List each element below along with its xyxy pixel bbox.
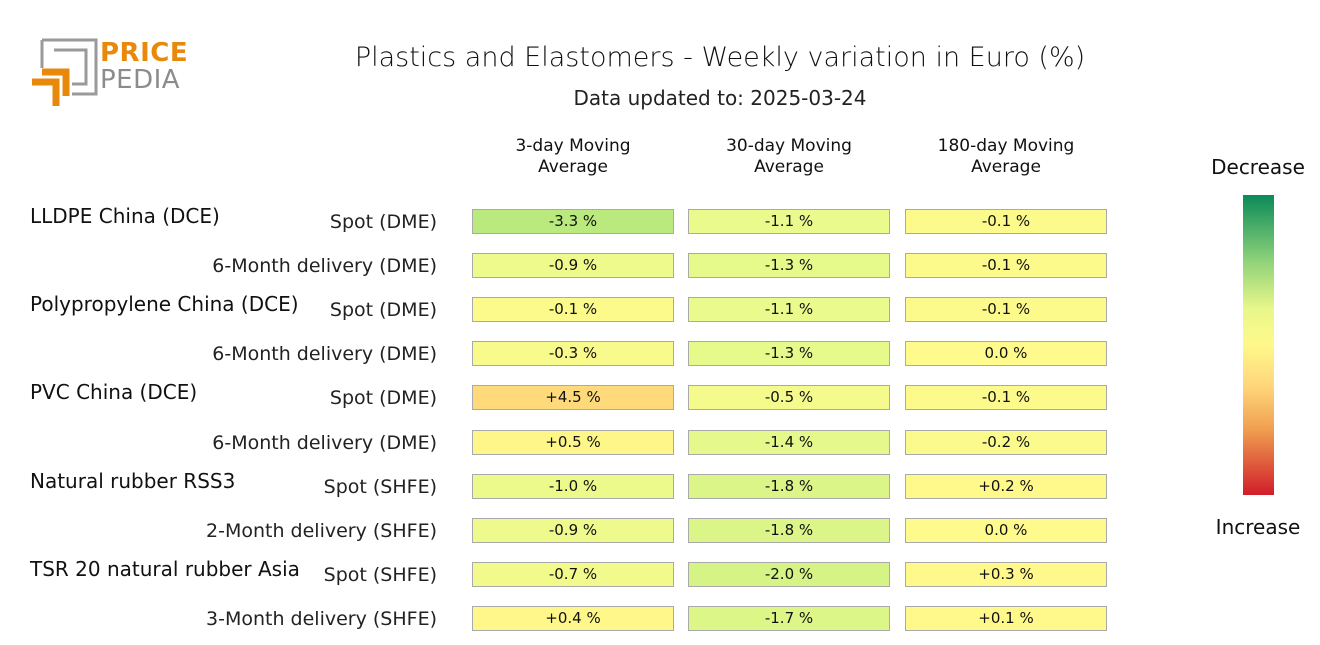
group-label: Natural rubber RSS3: [30, 468, 236, 493]
row-label: Spot (DME): [329, 387, 437, 410]
column-header: 180-day Moving Average: [937, 136, 1075, 177]
heatmap-cell: +0.4 %: [472, 605, 674, 631]
heatmap-cell: -1.3 %: [688, 341, 890, 367]
heatmap-cell: -0.1 %: [905, 253, 1107, 279]
logo-text-pedia: PEDIA: [100, 65, 181, 95]
chart-subtitle: Data updated to: 2025-03-24: [573, 86, 867, 110]
row-label: Spot (DME): [329, 299, 437, 322]
heatmap-cell: 0.0 %: [905, 517, 1107, 543]
row-label: 6-Month delivery (DME): [212, 255, 437, 278]
heatmap-cell: -2.0 %: [688, 561, 890, 587]
heatmap-cell: -0.7 %: [472, 561, 674, 587]
row-label: 6-Month delivery (DME): [212, 343, 437, 366]
legend-label-decrease: Decrease: [1211, 155, 1305, 179]
legend-label-increase: Increase: [1215, 515, 1301, 539]
row-label: Spot (SHFE): [323, 475, 437, 498]
row-label: Spot (SHFE): [323, 563, 437, 586]
chart-title: Plastics and Elastomers - Weekly variati…: [354, 42, 1086, 73]
logo-text-price: PRICE: [100, 38, 189, 68]
heatmap-cell: -0.3 %: [472, 341, 674, 367]
row-label: 6-Month delivery (DME): [212, 431, 437, 454]
heatmap-cell: -0.1 %: [905, 385, 1107, 411]
heatmap-cell: +0.2 %: [905, 473, 1107, 499]
heatmap-cell: -0.9 %: [472, 253, 674, 279]
column-header: 3-day Moving Average: [515, 136, 631, 177]
heatmap-cell: -1.1 %: [688, 209, 890, 234]
heatmap-cell: -0.1 %: [472, 297, 674, 323]
heatmap-cell: -0.1 %: [905, 297, 1107, 323]
heatmap-cell: 0.0 %: [905, 341, 1107, 367]
group-label: PVC China (DCE): [30, 380, 198, 405]
column-header: 30-day Moving Average: [726, 136, 852, 177]
heatmap-cell: +0.1 %: [905, 605, 1107, 631]
row-label: Spot (DME): [329, 211, 437, 233]
heatmap-cell: -1.0 %: [472, 473, 674, 499]
heatmap-cell: -0.5 %: [688, 385, 890, 411]
legend-color-bar: [1243, 195, 1274, 495]
heatmap-cell: -1.7 %: [688, 605, 890, 631]
group-label: TSR 20 natural rubber Asia: [30, 556, 300, 581]
logo-mark-icon: [32, 38, 98, 106]
heatmap-cell: -1.4 %: [688, 429, 890, 455]
heatmap-cell: -0.1 %: [905, 209, 1107, 234]
heatmap-cell: +4.5 %: [472, 385, 674, 411]
group-label: LLDPE China (DCE): [30, 204, 220, 228]
heatmap-cell: -1.3 %: [688, 253, 890, 279]
heatmap-cell: -1.1 %: [688, 297, 890, 323]
heatmap-cell: -0.2 %: [905, 429, 1107, 455]
row-label: 3-Month delivery (SHFE): [206, 607, 437, 630]
heatmap-cell: +0.3 %: [905, 561, 1107, 587]
heatmap-cell: -0.9 %: [472, 517, 674, 543]
heatmap-cell: -3.3 %: [472, 209, 674, 234]
pricepedia-logo: PRICE PEDIA: [30, 38, 190, 110]
heatmap-cell: -1.8 %: [688, 517, 890, 543]
row-label: 2-Month delivery (SHFE): [206, 519, 437, 542]
heatmap-cell: -1.8 %: [688, 473, 890, 499]
heatmap-cell: +0.5 %: [472, 429, 674, 455]
group-label: Polypropylene China (DCE): [30, 292, 299, 317]
